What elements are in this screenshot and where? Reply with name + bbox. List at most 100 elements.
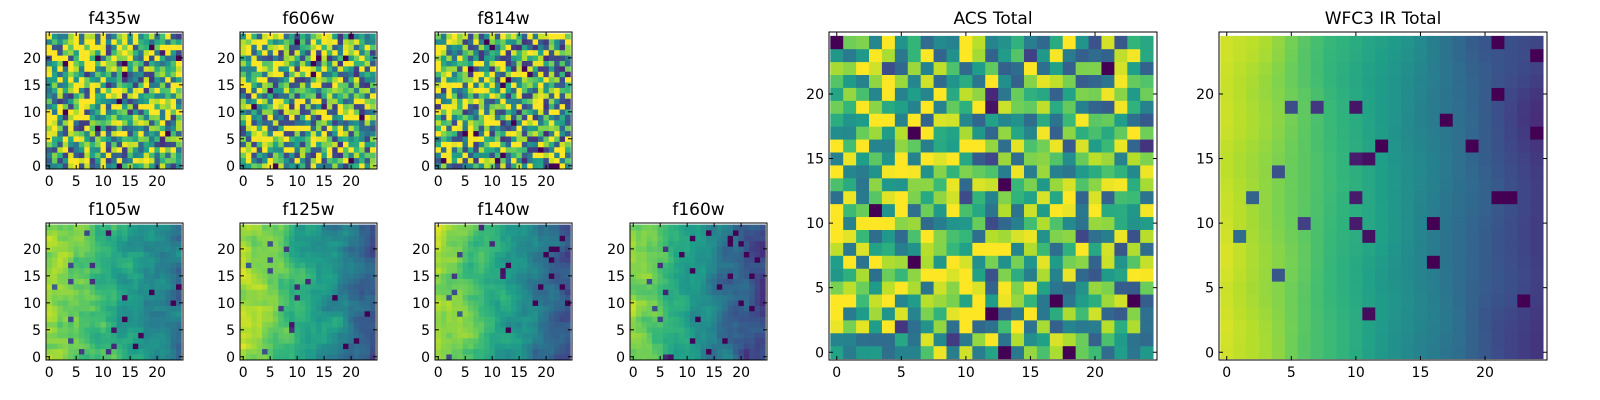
heatmap-cell — [95, 49, 101, 56]
heatmap-cell — [830, 203, 844, 218]
heatmap-cell — [100, 119, 107, 126]
heatmap-cell — [516, 152, 523, 159]
heatmap-cell — [946, 268, 960, 282]
heatmap-cell — [1011, 307, 1025, 321]
heatmap-cell — [679, 348, 685, 355]
heatmap-cell — [500, 316, 507, 323]
heatmap-cell — [294, 55, 301, 61]
x-tick-label: 20 — [732, 365, 750, 381]
heatmap-cell — [46, 283, 53, 290]
heatmap-cell — [332, 114, 339, 121]
heatmap-cell — [843, 152, 857, 166]
heatmap-cell — [84, 316, 91, 323]
heatmap-cell — [511, 305, 517, 312]
heatmap-cell — [1127, 332, 1141, 347]
heatmap-cell — [251, 103, 258, 110]
heatmap-cell — [122, 354, 128, 360]
x-tick-label: 5 — [656, 365, 665, 381]
heatmap-cell — [446, 305, 453, 312]
heatmap-cell — [500, 82, 507, 88]
heatmap-cell — [294, 152, 301, 159]
heatmap-cell — [245, 163, 252, 169]
heatmap-cell — [138, 71, 145, 78]
heatmap-cell — [641, 354, 648, 360]
heatmap-cell — [337, 103, 344, 110]
heatmap-cell — [278, 327, 285, 333]
heatmap-cell — [165, 256, 171, 263]
heatmap-cell — [369, 98, 376, 105]
heatmap-cell — [127, 224, 134, 231]
heatmap-cell — [527, 65, 534, 72]
heatmap-cell — [754, 273, 761, 279]
heatmap-cell — [305, 230, 312, 236]
heatmap-cell — [1140, 216, 1154, 230]
heatmap-cell — [149, 141, 155, 148]
heatmap-cell — [272, 327, 279, 333]
heatmap-cell — [95, 246, 101, 252]
heatmap-cell — [933, 190, 947, 205]
heatmap-cell — [294, 44, 301, 51]
heatmap-cell — [985, 190, 999, 205]
heatmap-cell — [348, 82, 355, 88]
heatmap-cell — [733, 316, 739, 323]
heatmap-cell — [668, 321, 675, 328]
heatmap-cell — [369, 130, 376, 137]
heatmap-cell — [310, 224, 317, 231]
heatmap-cell — [538, 141, 544, 148]
heatmap-cell — [673, 310, 680, 317]
heatmap-cell — [68, 224, 74, 231]
heatmap-cell — [689, 273, 696, 279]
heatmap-cell — [272, 55, 279, 61]
heatmap-cell — [907, 307, 922, 321]
heatmap-cell — [489, 55, 496, 61]
heatmap-cell — [440, 87, 447, 94]
heatmap-cell — [132, 310, 139, 317]
heatmap-cell — [473, 267, 480, 274]
heatmap-cell — [100, 92, 107, 99]
heatmap-cell — [326, 39, 333, 45]
heatmap-cell — [972, 294, 986, 308]
heatmap-cell — [262, 109, 268, 115]
heatmap-cell — [440, 98, 447, 105]
heatmap-cell — [738, 348, 745, 355]
heatmap-cell — [256, 82, 263, 88]
heatmap-cell — [1049, 255, 1064, 269]
heatmap-cell — [326, 348, 333, 355]
heatmap-cell — [559, 130, 566, 137]
heatmap-cell — [959, 242, 973, 256]
heatmap-cell — [337, 109, 344, 115]
heatmap-cell — [305, 305, 312, 312]
heatmap-cell — [175, 163, 182, 169]
heatmap-cell — [348, 230, 355, 236]
heatmap-cell — [149, 76, 155, 83]
heatmap-cell — [326, 262, 333, 269]
heatmap-cell — [521, 76, 528, 83]
heatmap-cell — [489, 230, 496, 236]
heatmap-cell — [316, 141, 322, 148]
heatmap-cell — [716, 294, 723, 301]
heatmap-cell — [165, 278, 171, 285]
heatmap-cell — [538, 283, 544, 290]
heatmap-cell — [738, 262, 745, 269]
heatmap-cell — [554, 65, 560, 72]
heatmap-cell — [299, 283, 306, 290]
heatmap-cell — [132, 316, 139, 323]
heatmap-cell — [84, 109, 91, 115]
heatmap-cell — [262, 262, 268, 269]
heatmap-cell — [154, 65, 161, 72]
heatmap-cell — [473, 332, 480, 339]
heatmap-cell — [310, 235, 317, 242]
heatmap-cell — [68, 44, 74, 51]
heatmap-cell — [467, 310, 474, 317]
heatmap-cell — [305, 109, 312, 115]
heatmap-cell — [84, 125, 91, 132]
heatmap-cell — [262, 348, 268, 355]
heatmap-cell — [154, 310, 161, 317]
heatmap-cell — [554, 332, 560, 339]
heatmap-cell — [165, 354, 171, 360]
heatmap-cell — [175, 300, 182, 306]
heatmap-cell — [679, 240, 685, 247]
heatmap-cell — [662, 305, 669, 312]
heatmap-cell — [532, 49, 539, 56]
heatmap-cell — [299, 130, 306, 137]
